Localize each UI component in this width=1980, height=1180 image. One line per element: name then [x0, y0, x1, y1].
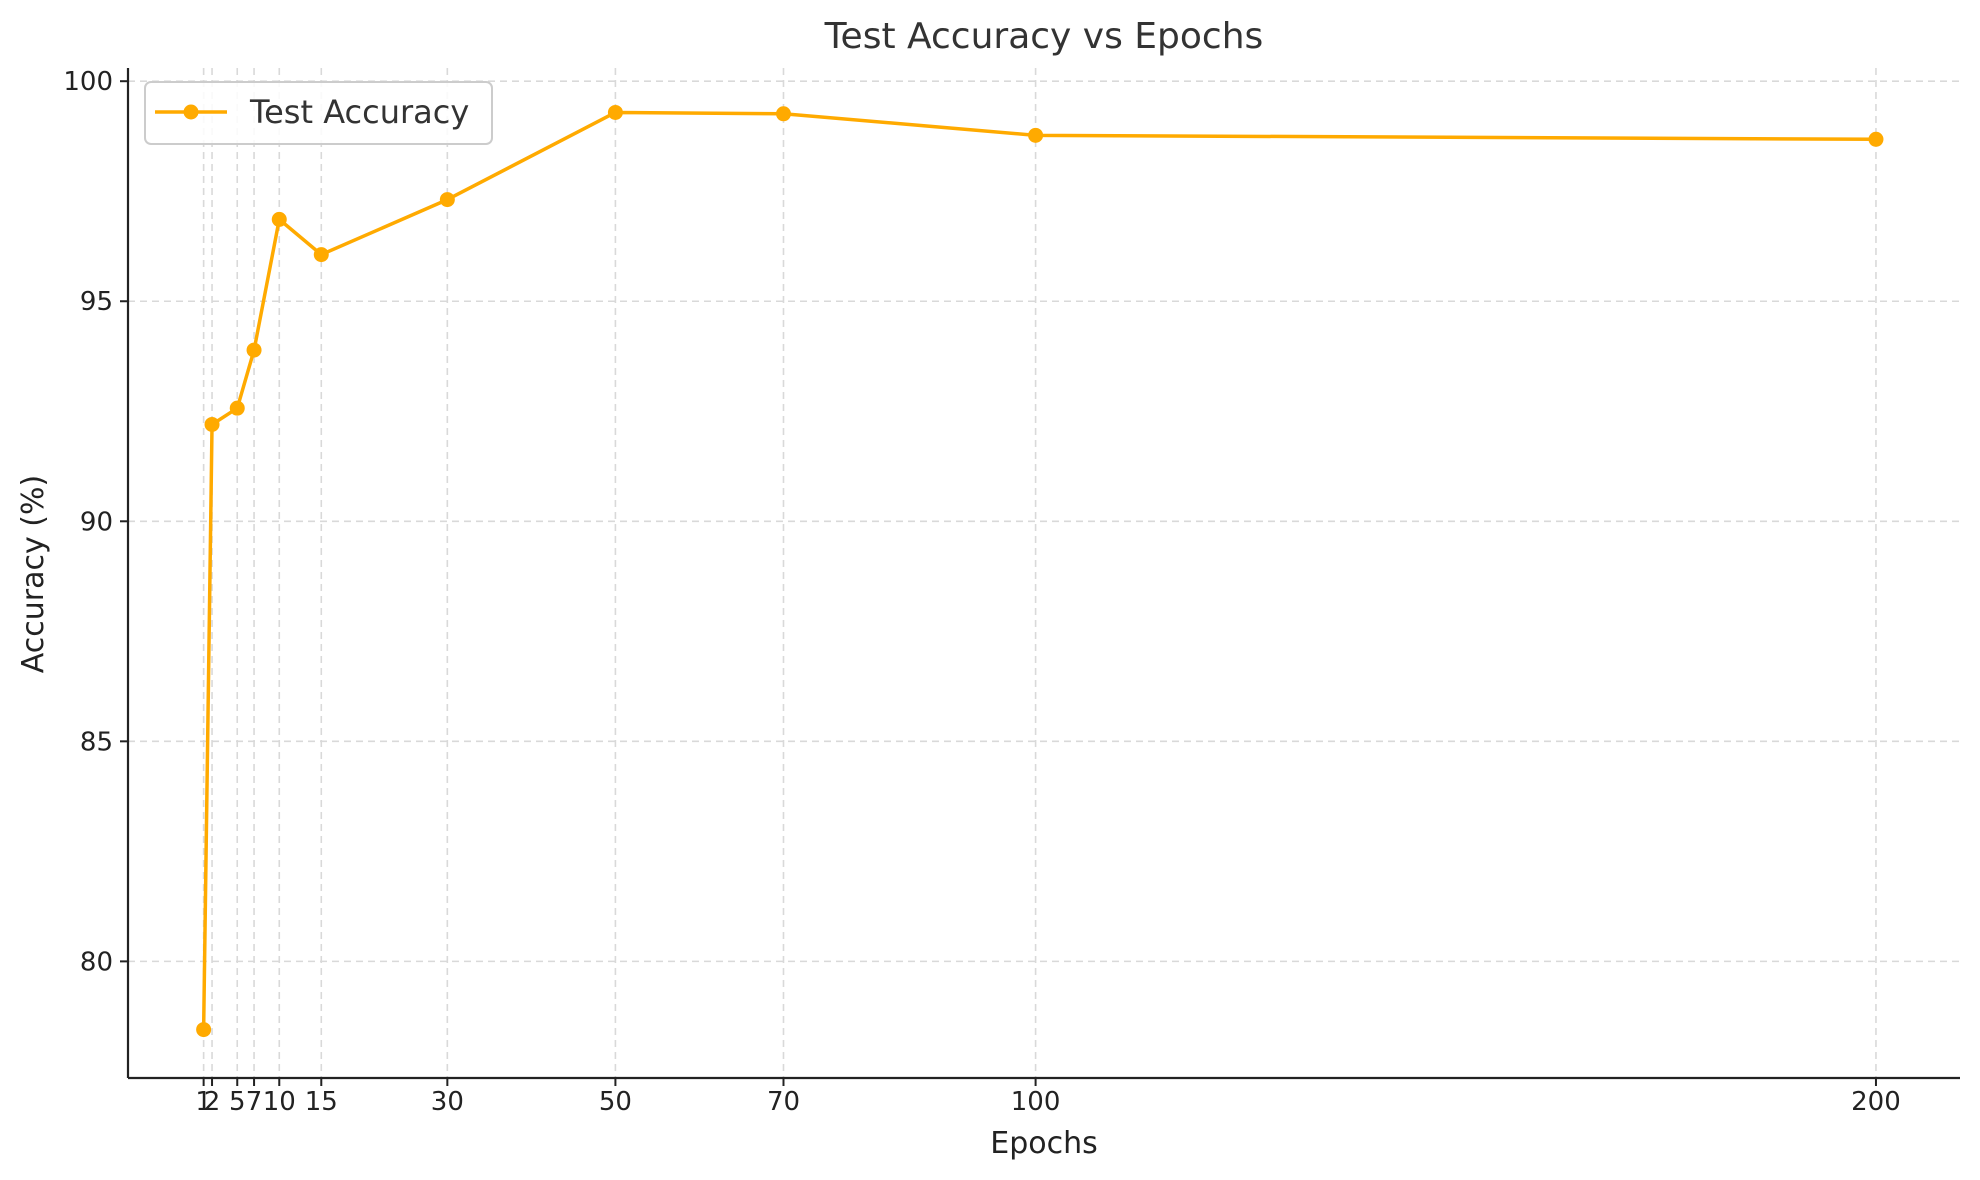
series-layer	[196, 104, 1884, 1038]
data-point	[271, 211, 287, 227]
legend-marker-swatch	[183, 104, 199, 120]
legend: Test Accuracy	[144, 81, 493, 145]
y-tick-label: 95	[80, 287, 113, 317]
x-tick-label: 10	[263, 1087, 296, 1117]
x-tick-label: 1	[195, 1087, 212, 1117]
data-point	[204, 416, 220, 432]
x-tick-label: 5	[229, 1087, 246, 1117]
x-tick-label: 50	[599, 1087, 632, 1117]
data-point	[229, 400, 245, 416]
data-point	[607, 104, 623, 120]
x-tick-label: 200	[1851, 1087, 1901, 1117]
data-point	[196, 1022, 212, 1038]
data-point	[439, 192, 455, 208]
x-tick-label: 2	[204, 1087, 221, 1117]
data-point	[313, 247, 329, 263]
x-tick-label: 15	[305, 1087, 338, 1117]
series-line	[201, 110, 1876, 1030]
y-tick-label: 90	[80, 507, 113, 537]
data-point	[246, 342, 262, 358]
y-tick-label: 80	[80, 947, 113, 977]
legend-entry-test-accuracy: Test Accuracy	[249, 93, 469, 131]
axes-spines	[126, 68, 1960, 1080]
legend-frame	[144, 81, 493, 145]
data-point	[775, 106, 791, 122]
data-point	[1868, 131, 1884, 147]
data-point	[1028, 127, 1044, 143]
chart-title: Test Accuracy vs Epochs	[824, 16, 1264, 57]
x-axis-label: Epochs	[990, 1126, 1098, 1161]
x-axis-ticks: 12 5 7 10 15 30 50 70 100 200	[195, 1078, 1901, 1117]
x-tick-label: 70	[767, 1087, 800, 1117]
x-tick-label: 100	[1011, 1087, 1061, 1117]
y-axis-ticks: 80 85 90 95 100	[63, 67, 128, 977]
y-axis-label: Accuracy (%)	[16, 475, 51, 673]
x-tick-label: 7	[246, 1087, 263, 1117]
y-tick-label: 85	[80, 727, 113, 757]
x-tick-label: 30	[431, 1087, 464, 1117]
grid	[128, 68, 1960, 1078]
y-tick-label: 100	[63, 67, 113, 97]
